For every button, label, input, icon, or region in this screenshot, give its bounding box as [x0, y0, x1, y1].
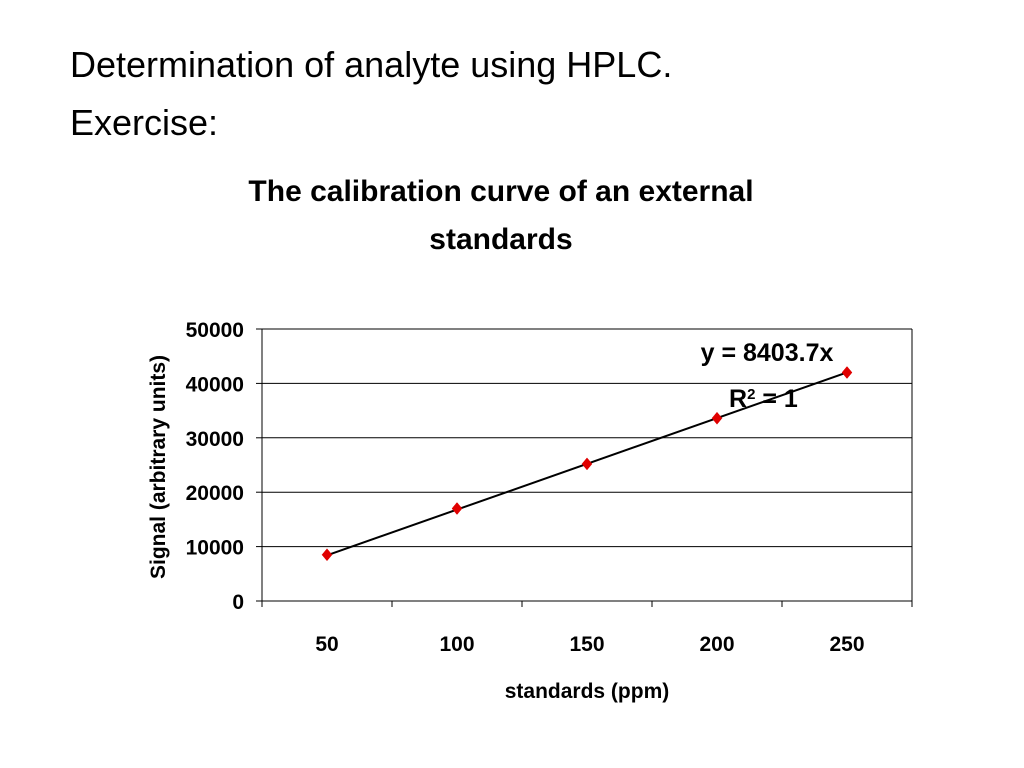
x-tick-label-3: 200 [699, 633, 734, 656]
y-tick-label-4: 40000 [186, 373, 244, 396]
y-tick-label-0: 0 [232, 591, 244, 614]
x-tick-label-4: 250 [829, 633, 864, 656]
slide-subtitle: Exercise: [70, 102, 219, 143]
y-tick-label-2: 20000 [186, 482, 244, 505]
data-point-3 [711, 411, 723, 425]
trendline-equation: y = 8403.7x [701, 339, 834, 367]
y-tick-label-5: 50000 [186, 319, 244, 342]
x-tick-label-2: 150 [569, 633, 604, 656]
axes [256, 328, 913, 607]
r-squared-suffix: = 1 [755, 385, 797, 413]
data-point-4 [841, 366, 853, 379]
r-squared-label: R2 = 1 [729, 385, 798, 413]
chart-title-line-1: The calibration curve of an external [248, 175, 753, 208]
x-tick-label-0: 50 [315, 633, 338, 656]
y-axis-label: Signal (arbitrary units) [147, 355, 170, 579]
x-tick-label-1: 100 [439, 633, 474, 656]
y-tick-label-3: 30000 [186, 428, 244, 451]
chart-title-line-2: standards [429, 223, 572, 256]
data-point-0 [321, 548, 333, 562]
data-point-2 [581, 457, 593, 471]
gridlines [262, 328, 912, 548]
r-squared-exponent: 2 [747, 386, 755, 403]
y-tick-label-1: 10000 [186, 537, 244, 560]
data-point-1 [451, 502, 463, 515]
x-axis-label: standards (ppm) [505, 680, 670, 703]
r-squared-prefix: R [729, 385, 747, 413]
data-points [321, 366, 853, 562]
slide-title: Determination of analyte using HPLC. [70, 44, 673, 85]
tick-labels: 0 10000 20000 30000 40000 50000 50 100 150 200 250 [186, 319, 865, 656]
